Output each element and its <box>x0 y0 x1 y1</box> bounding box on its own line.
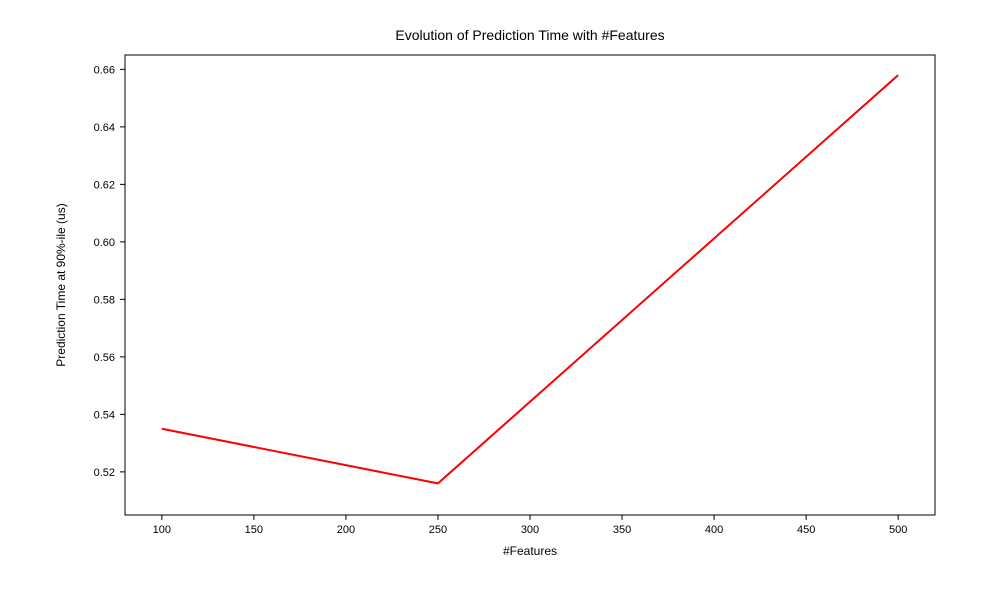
y-tick-label: 0.64 <box>94 122 115 134</box>
y-tick-label: 0.60 <box>94 237 115 249</box>
y-tick-label: 0.56 <box>94 352 115 364</box>
x-tick-label: 400 <box>705 524 723 536</box>
chart-container: 100 150 200 250 300 350 400 450 500 0.52 0.54 0.56 0… <box>0 0 1000 600</box>
y-tick-label: 0.52 <box>94 467 115 479</box>
x-tick-label: 150 <box>245 524 263 536</box>
y-tick-label: 0.58 <box>94 294 115 306</box>
x-tick-label: 100 <box>153 524 171 536</box>
y-tick-label: 0.54 <box>94 409 115 421</box>
x-tick-label: 250 <box>429 524 447 536</box>
x-tick-label: 200 <box>337 524 355 536</box>
y-tick-label: 0.62 <box>94 179 115 191</box>
x-tick-label: 500 <box>889 524 907 536</box>
x-tick-label: 350 <box>613 524 631 536</box>
x-tick-label: 300 <box>521 524 539 536</box>
y-tick-label: 0.66 <box>94 64 115 76</box>
chart-title: Evolution of Prediction Time with #Featu… <box>395 27 664 43</box>
y-axis-label: Prediction Time at 90%-ile (us) <box>54 203 68 366</box>
line-chart: 100 150 200 250 300 350 400 450 500 0.52 0.54 0.56 0… <box>0 0 1000 600</box>
x-tick-label: 450 <box>797 524 815 536</box>
data-line <box>162 75 898 483</box>
x-axis-label: #Features <box>503 544 557 558</box>
